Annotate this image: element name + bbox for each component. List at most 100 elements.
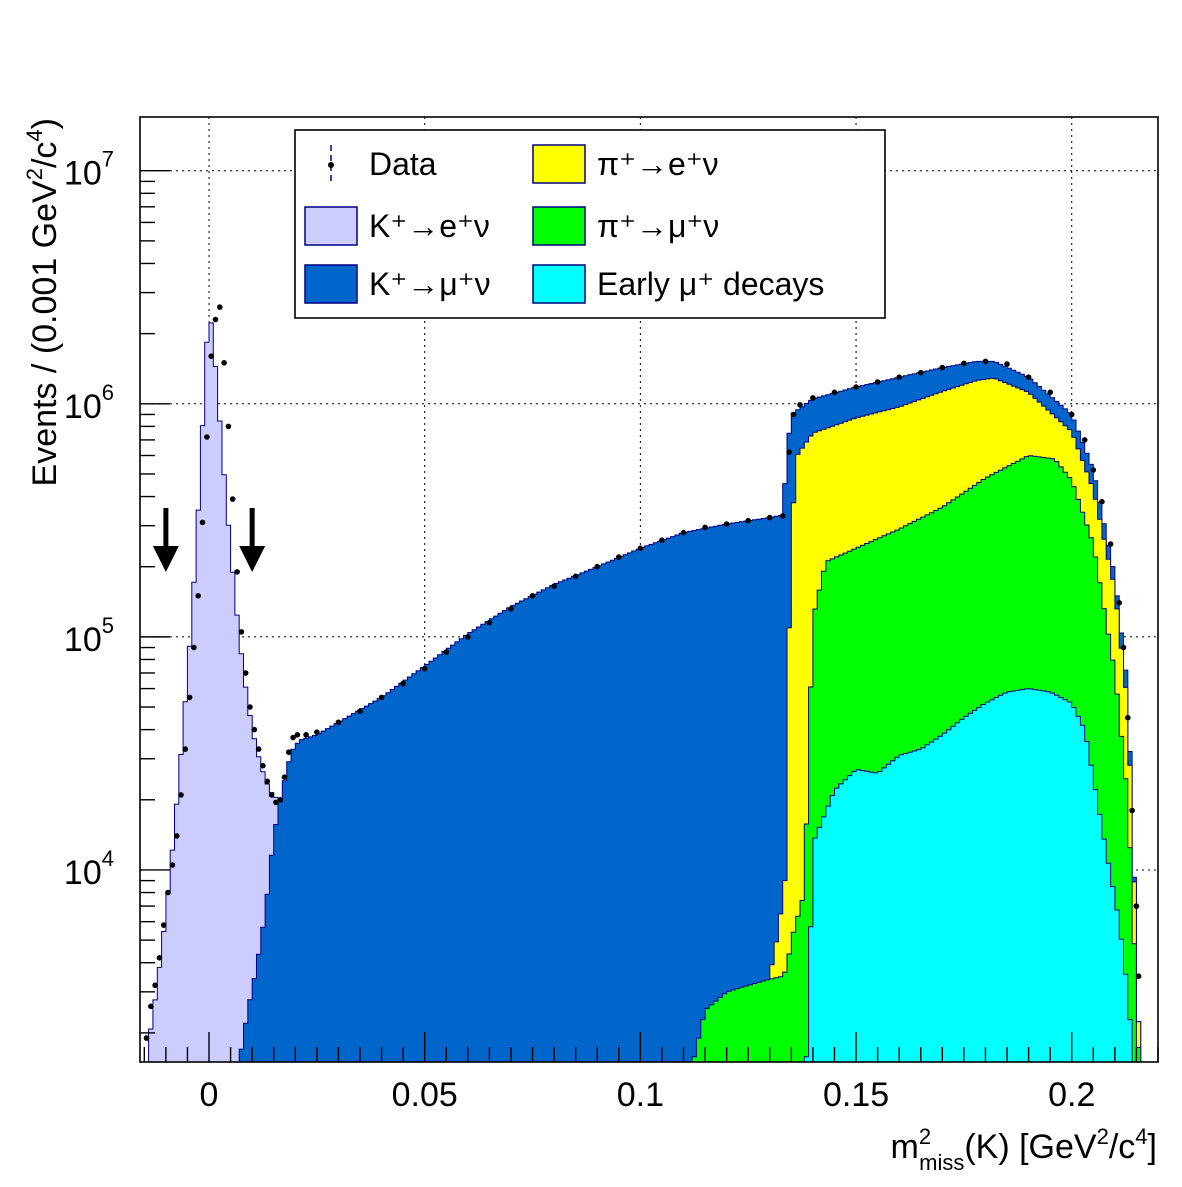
data-point-79 xyxy=(1107,541,1114,547)
data-point-84 xyxy=(1133,903,1140,909)
cut-arrows xyxy=(152,508,266,572)
legend-marker-data xyxy=(328,162,334,168)
x-tick-label-1: 0.05 xyxy=(392,1076,458,1114)
data-point-23 xyxy=(242,670,249,676)
legend-item-data: Data xyxy=(328,145,437,185)
y-tick-label-0: 104 xyxy=(64,846,114,892)
legend-swatch-k_munu xyxy=(304,264,358,304)
data-point-81 xyxy=(1120,644,1127,651)
data-point-18 xyxy=(221,360,227,366)
data-point-8 xyxy=(178,792,184,798)
data-point-19 xyxy=(225,423,232,430)
data-point-17 xyxy=(217,304,223,310)
data-point-10 xyxy=(186,694,193,701)
data-point-54 xyxy=(680,529,687,536)
data-point-72 xyxy=(1004,361,1010,367)
data-point-76 xyxy=(1081,437,1088,443)
data-point-67 xyxy=(896,374,902,381)
plot-frame xyxy=(139,116,1159,1063)
data-point-36 xyxy=(303,732,309,738)
data-point-33 xyxy=(286,749,292,755)
cut-arrow-1 xyxy=(239,508,266,572)
data-point-4 xyxy=(160,922,167,928)
data-point-49 xyxy=(572,573,579,580)
data-point-24 xyxy=(247,704,253,710)
data-point-82 xyxy=(1125,714,1131,721)
data-point-9 xyxy=(182,746,189,752)
data-point-71 xyxy=(982,358,989,365)
data-point-45 xyxy=(486,619,493,626)
legend: Data π⁺→e⁺ν K⁺→e⁺ν π⁺→μ⁺ν K⁺→μ⁺ν Early μ⁺ dec… xyxy=(294,129,886,319)
legend-frame xyxy=(294,129,886,319)
data-point-74 xyxy=(1047,389,1053,396)
legend-item-pi_enu: π⁺→e⁺ν xyxy=(532,144,719,184)
data-point-20 xyxy=(229,496,236,502)
legend-label-data: Data xyxy=(369,146,437,182)
data-point-59 xyxy=(779,513,786,519)
data-point-39 xyxy=(357,708,363,714)
data-point-11 xyxy=(191,644,197,651)
data-point-53 xyxy=(659,537,665,543)
data-point-13 xyxy=(199,519,206,526)
data-point-1 xyxy=(148,1003,154,1010)
data-point-21 xyxy=(234,569,240,575)
x-tick-label-0: 0 xyxy=(200,1076,219,1114)
data-point-78 xyxy=(1099,498,1105,505)
axis-ticks: 0 0.05 0.1 0.15 0.2 104 105 106 107 xyxy=(64,147,1159,1114)
data-point-38 xyxy=(335,719,342,726)
data-point-77 xyxy=(1090,467,1097,473)
data-point-56 xyxy=(723,521,730,527)
cut-arrow-0 xyxy=(152,508,179,572)
data-point-48 xyxy=(551,583,557,589)
series-layer xyxy=(140,322,1142,1062)
x-axis-title: m2 miss(K) [GeV2/c4] xyxy=(891,1124,1157,1175)
legend-item-early_mu: Early μ⁺ decays xyxy=(532,264,824,304)
data-point-32 xyxy=(281,774,288,780)
data-point-46 xyxy=(508,606,514,612)
data-point-31 xyxy=(277,797,284,803)
data-point-60 xyxy=(786,449,792,456)
legend-item-pi_munu: π⁺→μ⁺ν xyxy=(532,206,719,246)
data-point-30 xyxy=(273,799,279,806)
data-point-0 xyxy=(143,1035,150,1041)
legend-swatch-k_enu xyxy=(304,206,358,246)
legend-label-pi_munu: π⁺→μ⁺ν xyxy=(597,208,719,244)
data-point-26 xyxy=(255,746,262,752)
data-point-3 xyxy=(156,955,163,961)
data-point-75 xyxy=(1068,411,1075,418)
data-point-37 xyxy=(314,729,320,735)
data-point-47 xyxy=(529,593,536,599)
data-point-64 xyxy=(831,389,838,396)
data-point-27 xyxy=(260,762,266,769)
legend-label-pi_enu: π⁺→e⁺ν xyxy=(597,146,719,182)
data-point-35 xyxy=(294,732,301,738)
data-point-2 xyxy=(152,982,158,989)
data-point-50 xyxy=(594,563,600,570)
data-point-68 xyxy=(918,369,924,376)
data-point-69 xyxy=(939,364,946,371)
x-tick-label-3: 0.15 xyxy=(823,1076,889,1114)
x-tick-label-2: 0.1 xyxy=(617,1076,664,1114)
data-point-7 xyxy=(173,833,180,839)
data-point-25 xyxy=(251,726,258,733)
x-tick-label-4: 0.2 xyxy=(1048,1076,1095,1114)
data-point-44 xyxy=(465,634,471,640)
legend-item-k_munu: K⁺→μ⁺ν xyxy=(304,264,491,304)
legend-swatch-early_mu xyxy=(532,264,586,304)
data-point-28 xyxy=(264,778,271,785)
legend-label-k_enu: K⁺→e⁺ν xyxy=(369,208,490,244)
data-point-65 xyxy=(853,384,859,390)
y-tick-label-2: 106 xyxy=(64,380,114,426)
data-point-52 xyxy=(637,545,644,552)
series-early_mu xyxy=(803,688,1137,1062)
data-point-58 xyxy=(767,514,773,521)
data-point-42 xyxy=(421,665,428,672)
data-point-57 xyxy=(745,517,751,524)
data-point-83 xyxy=(1129,807,1135,814)
data-point-14 xyxy=(204,434,210,440)
data-point-12 xyxy=(195,593,201,599)
data-point-6 xyxy=(169,862,176,868)
legend-label-k_munu: K⁺→μ⁺ν xyxy=(369,266,491,302)
data-point-15 xyxy=(208,353,214,360)
